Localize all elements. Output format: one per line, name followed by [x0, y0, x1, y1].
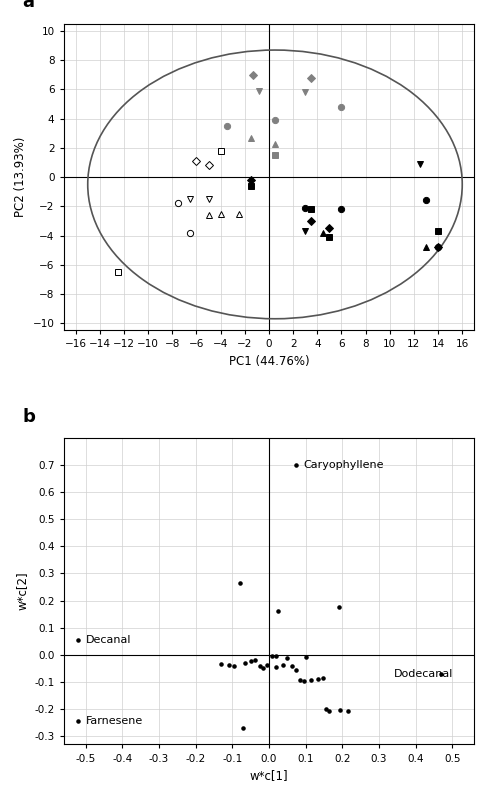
Text: b: b	[22, 408, 35, 425]
Text: Caryophyllene: Caryophyllene	[303, 460, 384, 470]
X-axis label: PC1 (44.76%): PC1 (44.76%)	[228, 355, 308, 368]
Text: Dodecanal: Dodecanal	[393, 669, 452, 679]
Text: Farnesene: Farnesene	[85, 717, 142, 726]
X-axis label: w*c[1]: w*c[1]	[249, 769, 287, 782]
Y-axis label: w*c[2]: w*c[2]	[16, 572, 29, 611]
Y-axis label: PC2 (13.93%): PC2 (13.93%)	[14, 137, 27, 217]
Text: Decanal: Decanal	[85, 635, 131, 645]
Text: a: a	[22, 0, 35, 12]
